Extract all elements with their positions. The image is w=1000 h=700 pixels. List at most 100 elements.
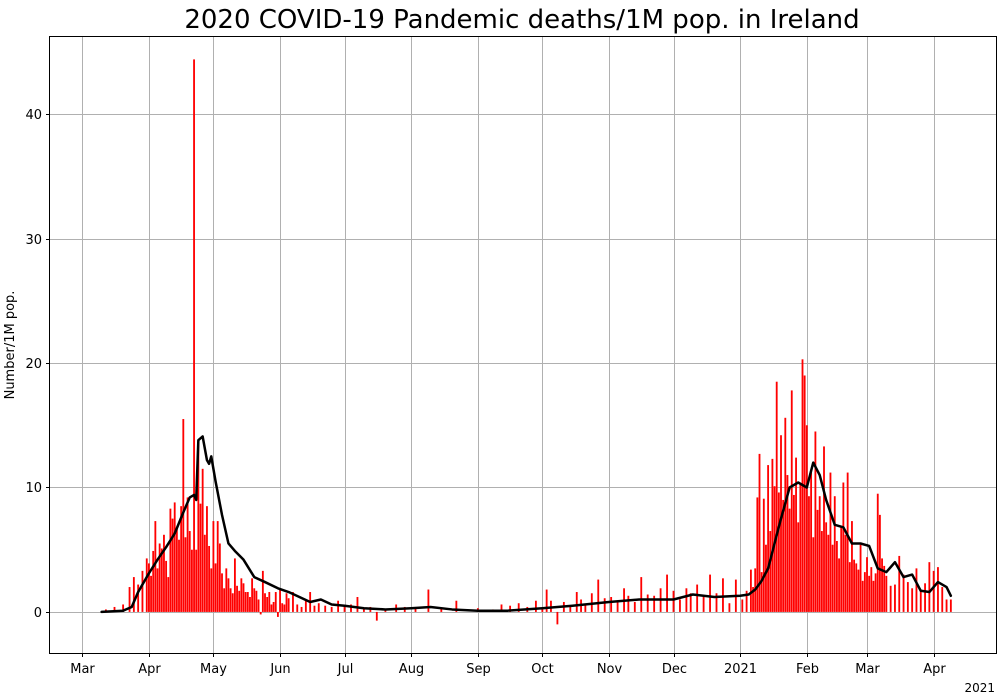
bar (304, 600, 307, 612)
bar (201, 468, 204, 612)
x-tick-label: 2021 (724, 662, 757, 677)
bar (141, 570, 144, 612)
bar (163, 534, 165, 612)
bar (696, 584, 699, 612)
bar (197, 441, 200, 612)
bar (225, 568, 228, 612)
bar (440, 608, 443, 612)
bar (825, 522, 828, 612)
bar (268, 592, 271, 612)
bar (941, 587, 944, 612)
bar (173, 502, 176, 612)
grid-lines (50, 37, 996, 653)
bar (777, 492, 780, 612)
x-tick-label: Dec (662, 662, 687, 677)
bar (838, 558, 840, 612)
bar (640, 577, 643, 612)
bar (616, 600, 619, 612)
bar (261, 570, 264, 612)
bar (722, 578, 724, 612)
bar (569, 606, 572, 612)
bar (627, 595, 630, 612)
bar (128, 587, 131, 612)
bar (257, 599, 260, 612)
bar (848, 562, 851, 612)
bar (666, 574, 668, 612)
bar (541, 608, 544, 612)
bar (883, 565, 886, 612)
y-tick-label: 10 (25, 481, 42, 496)
bar (186, 497, 189, 612)
x-tick-label: Mar (855, 662, 880, 677)
bar (251, 578, 254, 612)
bar (178, 539, 180, 612)
bar (803, 375, 806, 612)
bar (236, 585, 238, 612)
bar (317, 603, 320, 612)
bar (855, 563, 858, 612)
x-tick-label: Jul (337, 662, 354, 677)
bar (915, 568, 918, 612)
bar (214, 563, 217, 612)
bar (795, 457, 797, 612)
bar (227, 578, 230, 612)
bar (745, 590, 748, 612)
bar (216, 521, 219, 612)
bar (790, 390, 793, 612)
x-tick-label: May (200, 662, 227, 677)
bar (300, 606, 303, 612)
bar (728, 603, 731, 612)
bar (861, 580, 864, 612)
bar (898, 555, 901, 612)
bar (874, 573, 877, 612)
bar (782, 499, 785, 612)
y-tick-label: 0 (34, 606, 42, 621)
bar (870, 567, 873, 612)
bar (350, 604, 352, 612)
bar (866, 557, 868, 612)
x-axis-offset-label: 2021 (964, 681, 995, 695)
bar (356, 597, 359, 612)
bar (113, 606, 116, 612)
bar (878, 514, 881, 612)
bar (771, 458, 774, 612)
y-axis-label: Number/1M pop. (3, 291, 18, 400)
bar (266, 597, 269, 612)
axis-ticks: 0 10 20 30 40 Mar Apr May Jun Jul Aug Sep Oct Nov Dec 2… (25, 108, 946, 677)
bar (221, 573, 223, 612)
bar (122, 604, 125, 612)
bar (584, 604, 587, 612)
bar (296, 604, 299, 612)
bar (208, 545, 211, 612)
bar (949, 599, 952, 612)
bar (167, 577, 170, 612)
bar (814, 431, 817, 612)
bar (872, 580, 875, 612)
bar (575, 592, 578, 612)
bar (752, 587, 754, 612)
bar (812, 537, 815, 612)
bar (137, 584, 140, 612)
x-tick-label: Feb (796, 662, 819, 677)
bar (906, 582, 909, 612)
bar (272, 601, 275, 612)
bar (276, 611, 279, 617)
bar (212, 521, 215, 612)
bar (868, 575, 871, 612)
bar (818, 496, 821, 612)
chart-title: 2020 COVID-19 Pandemic deaths/1M pop. in… (184, 5, 859, 35)
bar (784, 417, 787, 612)
bar (414, 608, 417, 612)
bar (206, 506, 208, 612)
y-tick-label: 20 (25, 357, 42, 372)
bar (287, 598, 290, 612)
bar (500, 604, 503, 612)
bar (881, 558, 883, 612)
bar (932, 570, 935, 612)
bar (343, 605, 346, 612)
bar (827, 534, 830, 612)
bar (851, 521, 853, 612)
bar (517, 603, 520, 612)
bar (238, 590, 241, 612)
plot-frame (49, 36, 997, 654)
